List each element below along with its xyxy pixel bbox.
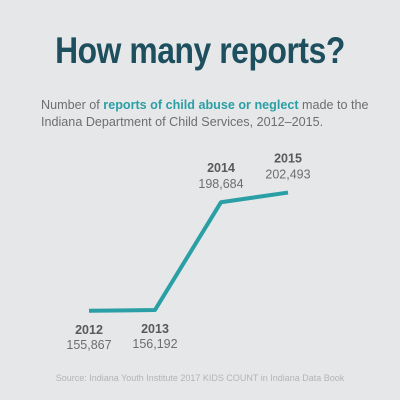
chart-title: How many reports? [55,30,345,71]
subtitle-text-start: Number of [41,98,104,112]
chart-subtitle: Number of reports of child abuse or negl… [41,97,381,131]
subtitle-text-end: made to the Indiana Department of Child … [41,98,369,129]
year-label-2013: 2013 [141,322,169,336]
year-label-2014: 2014 [207,161,235,175]
subtitle-highlight: reports of child abuse or neglect [103,98,299,112]
value-label-2014: 198,684 [198,177,243,191]
value-label-2012: 155,867 [66,338,111,352]
source-note: Source: Indiana Youth Institute 2017 KID… [55,373,345,383]
value-label-2013: 156,192 [132,337,177,351]
year-label-2012: 2012 [75,323,103,337]
value-label-2015: 202,493 [265,168,310,182]
year-label-2015: 2015 [274,152,302,166]
series-line [88,190,289,313]
